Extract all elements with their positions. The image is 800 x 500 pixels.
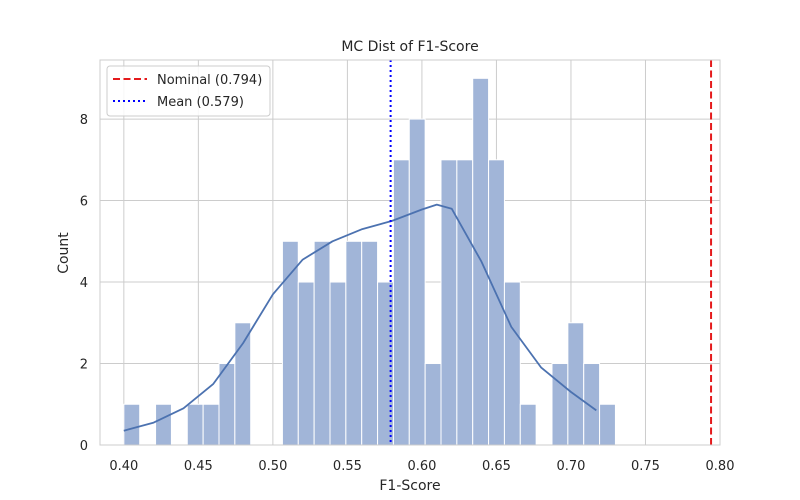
- histogram-bar: [155, 403, 172, 446]
- histogram-bar: [361, 240, 379, 446]
- histogram-bar: [313, 240, 331, 446]
- histogram-bar: [345, 240, 363, 446]
- chart-title: MC Dist of F1-Score: [341, 39, 478, 55]
- histogram-bar: [392, 159, 410, 446]
- histogram-bar: [424, 363, 442, 446]
- x-tick-label: 0.45: [184, 459, 213, 474]
- x-tick-label: 0.65: [482, 459, 511, 474]
- histogram-bar: [202, 403, 220, 446]
- histogram-bar: [186, 403, 204, 446]
- y-tick-label: 8: [80, 113, 88, 128]
- y-tick-label: 0: [80, 439, 88, 454]
- reference-lines: [389, 60, 713, 445]
- kde-line: [123, 203, 597, 432]
- y-axis-label: Count: [56, 232, 72, 274]
- y-tick-labels: 0 2 4 6 8: [80, 113, 88, 454]
- histogram-bars: [123, 77, 616, 446]
- legend: Nominal (0.794) Mean (0.579): [106, 65, 271, 117]
- x-tick-label: 0.55: [333, 459, 362, 474]
- kde-curve: [123, 203, 597, 432]
- histogram-bar: [408, 118, 426, 446]
- histogram-bar: [488, 159, 505, 446]
- histogram-bar: [519, 403, 537, 446]
- histogram-bar: [503, 281, 521, 446]
- y-tick-label: 2: [80, 358, 88, 373]
- legend-mean-label: Mean (0.579): [157, 95, 244, 110]
- plot-frame: [99, 59, 721, 446]
- y-tick-label: 4: [80, 276, 88, 291]
- x-tick-label: 0.60: [407, 459, 436, 474]
- x-axis-label: F1-Score: [379, 478, 440, 494]
- histogram-bar: [218, 363, 236, 446]
- histogram-bar: [234, 322, 252, 446]
- histogram-bar: [583, 363, 601, 446]
- x-tick-labels: 0.40 0.45 0.50 0.55 0.60 0.65 0.70 0.75 0.80: [109, 459, 734, 474]
- x-tick-label: 0.75: [631, 459, 660, 474]
- histogram-bar: [440, 159, 458, 446]
- histogram-bar: [123, 403, 141, 446]
- x-tick-label: 0.70: [556, 459, 585, 474]
- x-tick-label: 0.40: [109, 459, 138, 474]
- histogram-bar: [281, 240, 299, 446]
- y-tick-label: 6: [80, 195, 88, 210]
- x-tick-label: 0.50: [258, 459, 287, 474]
- histogram-bar: [297, 281, 315, 446]
- histogram-bar: [456, 159, 474, 446]
- histogram-bar: [551, 363, 569, 446]
- legend-box: [106, 65, 271, 117]
- histogram-bar: [599, 403, 616, 446]
- x-tick-label: 0.80: [706, 459, 735, 474]
- histogram-bar: [329, 281, 347, 446]
- histogram-bar: [567, 322, 585, 446]
- legend-nominal-label: Nominal (0.794): [157, 73, 262, 88]
